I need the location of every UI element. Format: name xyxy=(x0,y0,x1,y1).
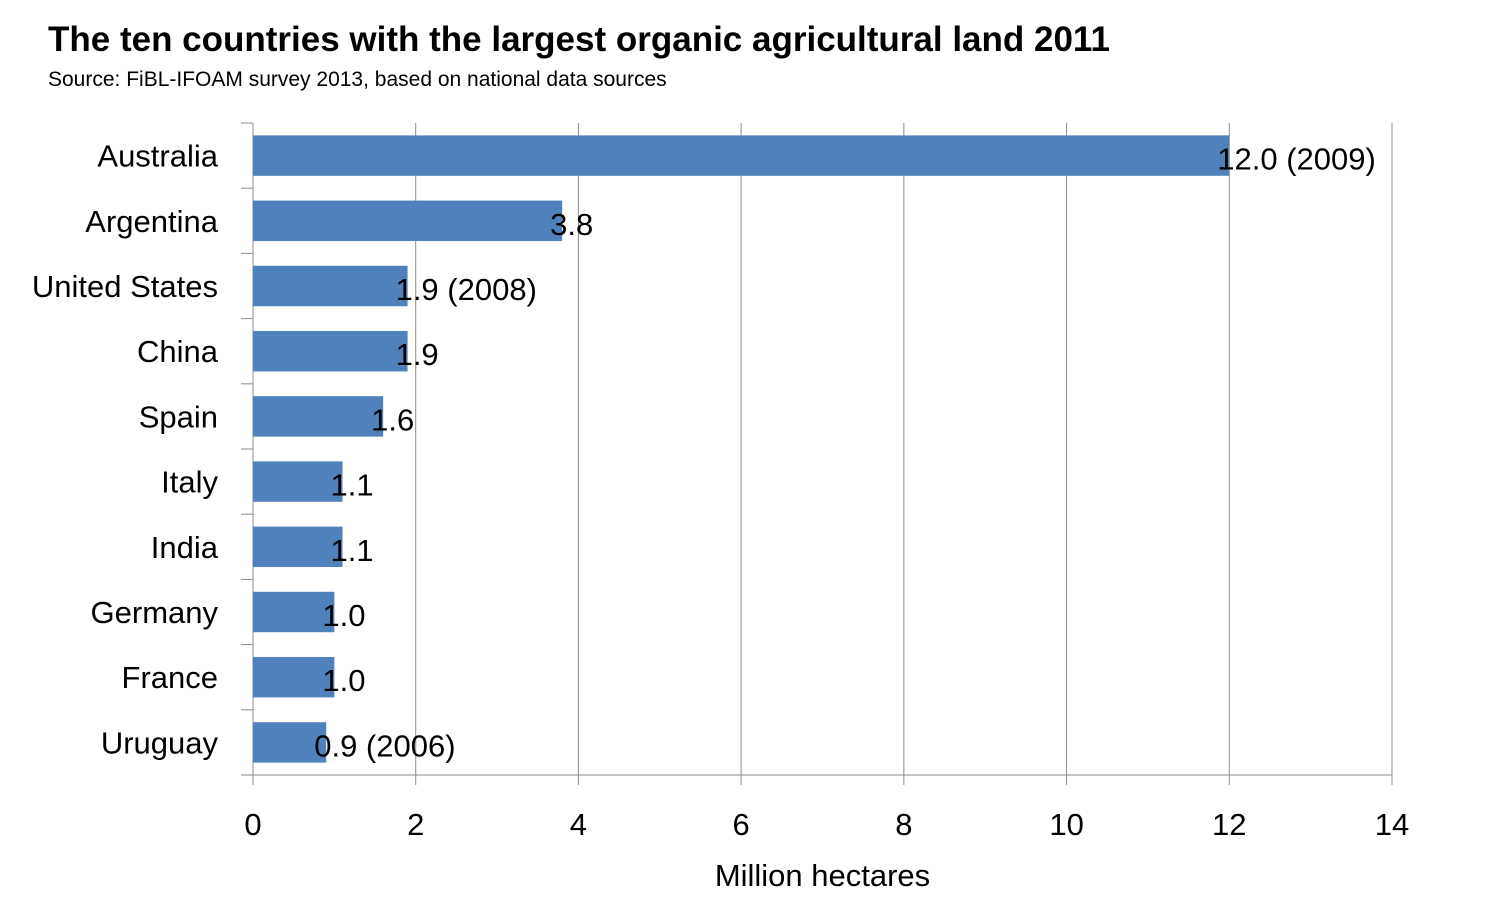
data-label: 1.9 (2008) xyxy=(396,272,537,307)
bar-united-states xyxy=(253,265,408,307)
bar-argentina xyxy=(253,200,563,242)
bars xyxy=(253,135,1230,763)
category-label: Uruguay xyxy=(101,725,219,760)
x-tick-label: 2 xyxy=(407,807,424,842)
data-label: 12.0 (2009) xyxy=(1217,142,1376,177)
data-label: 1.6 xyxy=(371,402,414,437)
category-label: Australia xyxy=(97,139,218,174)
bar-china xyxy=(253,330,408,372)
data-label: 0.9 (2006) xyxy=(314,728,455,763)
x-tick-labels: 0 2 4 6 8 10 12 14 xyxy=(244,807,1409,842)
bar-spain xyxy=(253,396,384,437)
chart-title: The ten countries with the largest organ… xyxy=(48,20,1110,59)
bar-italy xyxy=(253,461,343,502)
category-label: Argentina xyxy=(85,204,218,239)
category-label: China xyxy=(137,334,219,369)
category-label: Spain xyxy=(139,399,218,434)
category-label: Italy xyxy=(161,465,218,500)
gridlines xyxy=(415,123,1393,775)
category-label: Germany xyxy=(91,595,219,630)
category-labels: Australia Argentina United States China Spai… xyxy=(32,139,219,761)
x-tick-label: 14 xyxy=(1375,807,1409,842)
x-tick-label: 10 xyxy=(1049,807,1083,842)
data-labels: 12.0 (2009) 3.8 1.9 (2008) 1.9 1.6 1.1 1.1 1.0 1… xyxy=(314,142,1376,764)
x-axis-label: Million hectares xyxy=(715,858,930,893)
x-tick-label: 0 xyxy=(244,807,261,842)
x-tick-label: 4 xyxy=(570,807,587,842)
bar-australia xyxy=(253,135,1230,176)
data-label: 1.1 xyxy=(330,468,373,503)
category-label: United States xyxy=(32,269,218,304)
x-tick-label: 8 xyxy=(895,807,912,842)
data-label: 1.9 xyxy=(396,337,439,372)
bar-uruguay xyxy=(253,722,327,763)
bar-india xyxy=(253,526,343,568)
bar-france xyxy=(253,656,335,698)
category-label: France xyxy=(122,660,218,695)
data-label: 1.1 xyxy=(330,533,373,568)
data-label: 1.0 xyxy=(322,598,365,633)
chart-subtitle: Source: FiBL-IFOAM survey 2013, based on… xyxy=(48,68,667,91)
category-label: India xyxy=(151,530,219,565)
bar-germany xyxy=(253,591,335,633)
data-label: 3.8 xyxy=(550,207,593,242)
data-label: 1.0 xyxy=(322,663,365,698)
x-tick-label: 12 xyxy=(1212,807,1246,842)
x-tick-label: 6 xyxy=(733,807,750,842)
